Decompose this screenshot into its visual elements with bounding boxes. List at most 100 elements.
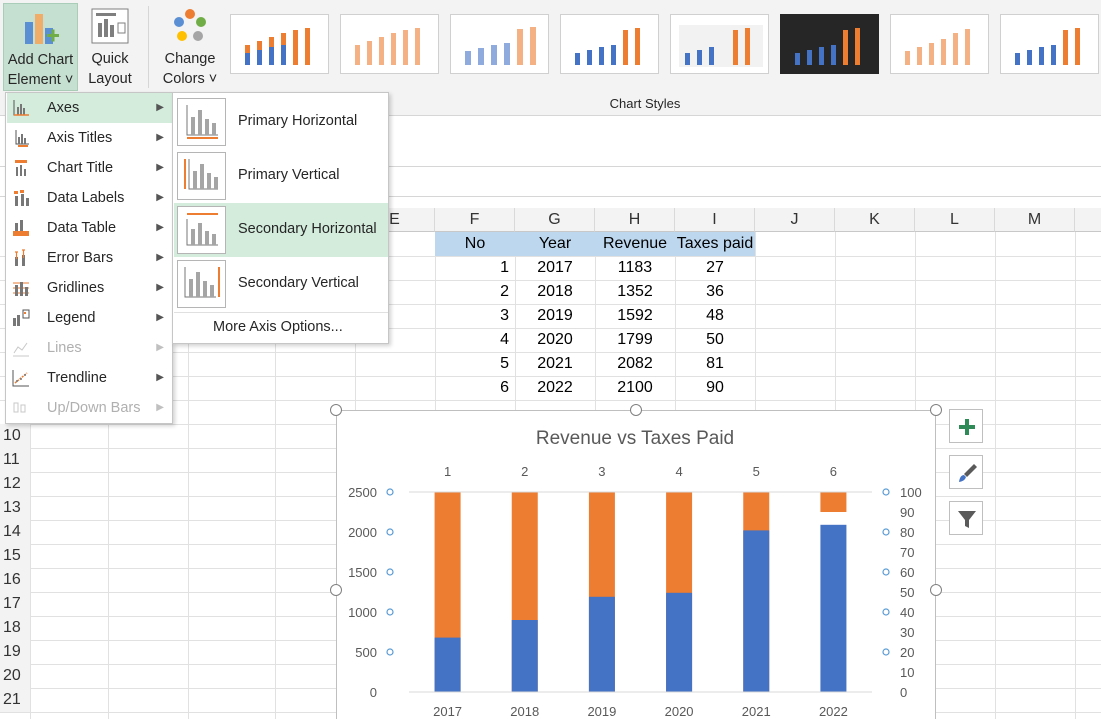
- table-header-year[interactable]: Year: [515, 232, 595, 256]
- table-cell[interactable]: 6: [500, 379, 509, 396]
- table-cell[interactable]: 2020: [537, 331, 573, 348]
- row-header[interactable]: 20: [0, 664, 30, 688]
- column-header-j[interactable]: J: [755, 208, 835, 232]
- table-cell[interactable]: 4: [500, 331, 509, 348]
- chart-style-thumbnail[interactable]: [450, 14, 549, 74]
- row-header[interactable]: 19: [0, 640, 30, 664]
- column-gridline: [108, 232, 109, 719]
- column-header-l[interactable]: L: [915, 208, 995, 232]
- row-gridline: [0, 376, 1101, 377]
- chart-style-thumbnail[interactable]: [780, 14, 879, 74]
- chart-style-thumbnail[interactable]: [230, 14, 329, 74]
- resize-handle[interactable]: [630, 404, 642, 416]
- menu-item-axes[interactable]: Axes ▶: [7, 93, 172, 123]
- table-cell[interactable]: 1799: [617, 331, 653, 348]
- table-header-taxes-paid[interactable]: Taxes paid: [675, 232, 755, 256]
- row-header[interactable]: 17: [0, 592, 30, 616]
- menu-item-error-bars[interactable]: Error Bars ▶: [7, 243, 172, 273]
- table-cell[interactable]: 81: [706, 355, 724, 372]
- menu-item-label: Axis Titles: [47, 130, 113, 146]
- column-header-g[interactable]: G: [515, 208, 595, 232]
- add-chart-element-label-1: Add Chart: [7, 52, 74, 68]
- row-header[interactable]: 16: [0, 568, 30, 592]
- row-header[interactable]: 14: [0, 520, 30, 544]
- table-cell[interactable]: 90: [706, 379, 724, 396]
- table-cell[interactable]: 2: [500, 283, 509, 300]
- resize-handle[interactable]: [330, 584, 342, 596]
- resize-handle[interactable]: [930, 584, 942, 596]
- chart-style-thumbnail[interactable]: [340, 14, 439, 74]
- secondary-y-axis-tick-label: 40: [900, 605, 914, 620]
- column-header-f[interactable]: F: [435, 208, 515, 232]
- table-cell[interactable]: 3: [500, 307, 509, 324]
- row-header[interactable]: 21: [0, 688, 30, 712]
- table-cell[interactable]: 1352: [617, 283, 653, 300]
- submenu-item-secondary-vertical[interactable]: Secondary Vertical: [174, 257, 388, 311]
- table-cell[interactable]: 1: [500, 259, 509, 276]
- column-header-i[interactable]: I: [675, 208, 755, 232]
- chart-style-thumbnail[interactable]: [670, 14, 769, 74]
- menu-item-data-table[interactable]: Data Table ▶: [7, 213, 172, 243]
- resize-handle[interactable]: [930, 404, 942, 416]
- table-cell[interactable]: 1183: [617, 259, 653, 276]
- submenu-item-secondary-horizontal[interactable]: Secondary Horizontal: [174, 203, 388, 257]
- up-down-bars-icon: [13, 402, 26, 413]
- table-cell[interactable]: 2021: [537, 355, 573, 372]
- quick-layout-button[interactable]: Quick Layout ˅: [82, 3, 138, 107]
- menu-item-axis-titles[interactable]: Axis Titles ▶: [7, 123, 172, 153]
- row-header[interactable]: 12: [0, 472, 30, 496]
- x-axis-tick-label: 2019: [587, 704, 616, 719]
- table-cell[interactable]: 2017: [537, 259, 573, 276]
- secondary-y-axis-tick-label: 80: [900, 525, 914, 540]
- table-cell[interactable]: 1592: [617, 307, 653, 324]
- chart-elements-button[interactable]: [949, 409, 983, 443]
- menu-item-label: Error Bars: [47, 250, 114, 266]
- more-axis-options-link[interactable]: More Axis Options...: [213, 319, 343, 335]
- chart-area[interactable]: Revenue vs Taxes Paid 2017 1 2018 2 2019 3 202…: [336, 410, 936, 719]
- submenu-item-primary-vertical[interactable]: Primary Vertical: [174, 149, 388, 203]
- submenu-item-primary-horizontal[interactable]: Primary Horizontal: [174, 95, 388, 149]
- table-cell[interactable]: 2022: [537, 379, 573, 396]
- table-cell[interactable]: 5: [500, 355, 509, 372]
- menu-item-chart-title[interactable]: Chart Title ▶: [7, 153, 172, 183]
- chart-styles-button[interactable]: [949, 455, 983, 489]
- table-cell[interactable]: 50: [706, 331, 724, 348]
- column-header-m[interactable]: M: [995, 208, 1075, 232]
- row-header[interactable]: 10: [0, 424, 30, 448]
- menu-item-data-labels[interactable]: Data Labels ▶: [7, 183, 172, 213]
- table-cell[interactable]: 27: [706, 259, 724, 276]
- row-header[interactable]: 13: [0, 496, 30, 520]
- secondary-y-axis-tick-label: 90: [900, 505, 914, 520]
- table-cell[interactable]: 2019: [537, 307, 573, 324]
- row-header[interactable]: 18: [0, 616, 30, 640]
- table-cell[interactable]: 36: [706, 283, 724, 300]
- chart-style-thumbnail[interactable]: [560, 14, 659, 74]
- chart-title-icon: [15, 160, 27, 176]
- row-header[interactable]: 11: [0, 448, 30, 472]
- table-header-no[interactable]: No: [435, 232, 515, 256]
- table-cell[interactable]: 2100: [617, 379, 653, 396]
- taxes-paid-bar: [820, 492, 847, 512]
- resize-handle[interactable]: [330, 404, 342, 416]
- menu-item-legend[interactable]: Legend ▶: [7, 303, 172, 333]
- table-cell[interactable]: 2018: [537, 283, 573, 300]
- chart-title[interactable]: Revenue vs Taxes Paid: [536, 428, 734, 449]
- secondary-y-axis-tick-label: 20: [900, 645, 914, 660]
- menu-item-gridlines[interactable]: Gridlines ▶: [7, 273, 172, 303]
- change-colors-button[interactable]: Change Colors ˅: [152, 3, 228, 91]
- menu-item-trendline[interactable]: Trendline ▶: [7, 363, 172, 393]
- row-gridline: [0, 304, 1101, 305]
- table-cell[interactable]: 2082: [617, 355, 653, 372]
- chart-filters-button[interactable]: [949, 501, 983, 535]
- column-header-h[interactable]: H: [595, 208, 675, 232]
- chart-style-thumbnail[interactable]: [890, 14, 989, 74]
- error-bars-icon: [15, 249, 25, 266]
- add-chart-element-button[interactable]: Add Chart Element ˅: [3, 3, 78, 91]
- column-header-n[interactable]: [1075, 208, 1101, 232]
- row-header[interactable]: 15: [0, 544, 30, 568]
- table-cell[interactable]: 48: [706, 307, 724, 324]
- column-header-k[interactable]: K: [835, 208, 915, 232]
- chart-style-thumbnail[interactable]: [1000, 14, 1099, 74]
- secondary-y-axis-tick-label: 60: [900, 565, 914, 580]
- table-header-revenue[interactable]: Revenue: [595, 232, 675, 256]
